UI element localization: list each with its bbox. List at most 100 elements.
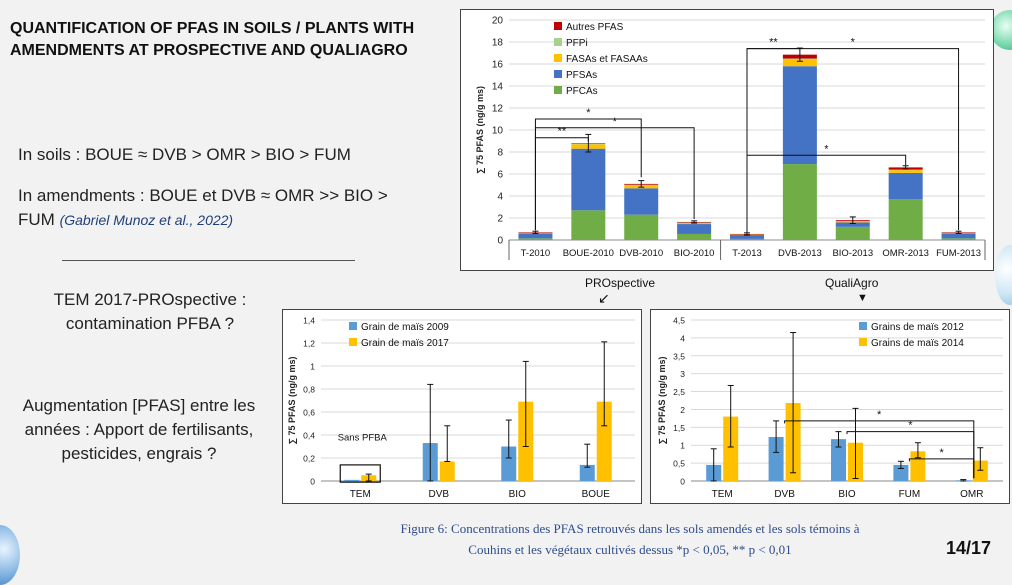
bar: [439, 461, 455, 481]
y-tick-label: 2: [680, 405, 685, 415]
legend-swatch: [349, 338, 357, 346]
y-tick-label: 1: [310, 362, 315, 372]
x-tick-label: DVB-2013: [778, 248, 822, 259]
significance-bracket: [534, 127, 695, 231]
significance-mark: *: [877, 409, 882, 421]
bar-segment: [782, 66, 817, 165]
y-tick-label: 0: [680, 477, 685, 487]
legend-label: Grains de maïs 2012: [871, 322, 964, 333]
y-tick-label: 3,5: [673, 351, 685, 361]
caption-line-2: Couhins et les végétaux cultivés dessus …: [468, 542, 792, 557]
significance-bracket: [746, 48, 960, 233]
prospective-maize-chart: 0 0,2 0,4 0,6 0,8 1 1,2 1,4 ∑ 75 PFAS (ng/g ms) T…: [282, 309, 642, 504]
significance-mark: *: [586, 107, 591, 119]
decorative-bubble: [995, 245, 1012, 305]
legend-label: FASAs et FASAAs: [566, 54, 648, 65]
bar-segment: [730, 235, 764, 239]
bar-segment: [571, 148, 606, 211]
significance-bracket: [908, 458, 975, 479]
title-line-1: QUANTIFICATION OF PFAS IN SOILS / PLANTS…: [10, 20, 415, 37]
tem-question-line-1: TEM 2017-PROspective :: [53, 290, 247, 309]
bar: [596, 401, 612, 481]
y-tick-label: 14: [492, 82, 504, 93]
significance-mark: *: [613, 116, 618, 128]
bar-segment: [730, 238, 764, 240]
x-tick-label: DVB-2010: [619, 248, 663, 259]
bar: [501, 446, 517, 481]
y-tick-label: 1,4: [303, 316, 315, 326]
y-tick-label: 1: [680, 441, 685, 451]
amendments-ranking-line-1: In amendments : BOUE et DVB ≈ OMR >> BIO…: [18, 186, 388, 205]
x-tick-label: DVB: [774, 489, 795, 500]
citation: (Gabriel Munoz et al., 2022): [59, 212, 234, 228]
x-tick-label: BIO: [838, 489, 855, 500]
y-tick-label: 10: [492, 126, 504, 137]
bar-segment: [518, 238, 553, 240]
bar: [344, 479, 360, 481]
significance-mark: **: [769, 37, 778, 49]
y-tick-label: 0,5: [673, 459, 685, 469]
legend-label: Grain de maïs 2017: [361, 338, 449, 349]
significance-bracket: [846, 431, 975, 479]
y-tick-label: 20: [492, 16, 504, 27]
x-tick-label: FUM: [899, 489, 921, 500]
bar-segment: [782, 164, 817, 240]
legend-swatch: [859, 322, 867, 330]
prospective-maize-chart-svg: 0 0,2 0,4 0,6 0,8 1 1,2 1,4 ∑ 75 PFAS (ng/g ms) T…: [287, 316, 635, 500]
soils-ranking-text: In soils : BOUE ≈ DVB > OMR > BIO > FUM: [18, 145, 351, 164]
y-tick-label: 12: [492, 104, 504, 115]
x-tick-label: FUM-2013: [936, 248, 981, 259]
significance-mark: *: [908, 420, 913, 432]
bar-segment: [835, 222, 870, 227]
bar: [972, 460, 988, 481]
y-tick-label: 0: [497, 236, 503, 247]
x-tick-label: OMR: [960, 489, 983, 500]
figure-caption: Figure 6: Concentrations des PFAS retrou…: [330, 518, 930, 560]
significance-mark: *: [824, 143, 829, 155]
y-tick-label: 8: [497, 148, 503, 159]
y-tick-label: 1,5: [673, 423, 685, 433]
caption-line-1: Figure 6: Concentrations des PFAS retrou…: [400, 521, 860, 536]
amendments-ranking-fum: FUM: [18, 210, 55, 229]
x-tick-label: TEM: [712, 489, 733, 500]
x-tick-label: BIO: [509, 489, 526, 500]
augmentation-line-3: pesticides, engrais ?: [61, 444, 217, 463]
y-tick-label: 0,6: [303, 408, 315, 418]
bar: [831, 439, 846, 481]
x-tick-label: BOUE: [582, 489, 611, 500]
bar-segment: [888, 199, 923, 240]
x-tick-label: OMR-2013: [882, 248, 928, 259]
y-axis-label: ∑ 75 PFAS (ng/g ms): [287, 357, 297, 445]
bar-segment: [677, 224, 712, 234]
y-tick-label: 0,4: [303, 431, 315, 441]
augmentation-question: Augmentation [PFAS] entre les années : A…: [5, 394, 273, 466]
x-tick-label: T-2010: [521, 248, 551, 259]
soil-pfas-chart-svg: 0 2 4 6 8 10 12 14 16 18 20 ∑ 75 PFAS (ng/g ms) T-20…: [475, 16, 986, 260]
page-number: 14/17: [946, 538, 992, 558]
slide-title: QUANTIFICATION OF PFAS IN SOILS / PLANTS…: [10, 18, 414, 62]
legend-swatch: [554, 86, 562, 94]
qualiagro-maize-chart-svg: 0 0,5 1 1,5 2 2,5 3 3,5 4 4,5 ∑ 75 PFAS (ng/g ms) T…: [657, 316, 1003, 500]
y-tick-label: 0,8: [303, 385, 315, 395]
legend-swatch: [554, 22, 562, 30]
sans-pfba-box: [339, 464, 381, 483]
decorative-bubble: [990, 10, 1012, 50]
legend-label: Grain de maïs 2009: [361, 322, 449, 333]
legend-label: Autres PFAS: [566, 22, 624, 33]
x-tick-label: TEM: [350, 489, 371, 500]
bar-segment: [888, 170, 923, 173]
bar: [723, 416, 739, 481]
y-tick-label: 2: [497, 214, 503, 225]
y-axis-label: ∑ 75 PFAS (ng/g ms): [657, 357, 667, 445]
bar-segment: [941, 238, 976, 240]
soil-pfas-chart: 0 2 4 6 8 10 12 14 16 18 20 ∑ 75 PFAS (ng/g ms) T-20…: [460, 9, 994, 271]
legend-label: PFCAs: [566, 86, 598, 97]
y-axis-label: ∑ 75 PFAS (ng/g ms): [475, 86, 485, 174]
y-tick-label: 18: [492, 38, 504, 49]
bar-segment: [835, 226, 870, 240]
bar-segment: [624, 188, 659, 215]
annotation-label: Sans PFBA: [338, 433, 388, 444]
arrow-prospective: ↙: [598, 290, 610, 306]
y-tick-label: 16: [492, 60, 504, 71]
bar-segment: [941, 233, 976, 239]
